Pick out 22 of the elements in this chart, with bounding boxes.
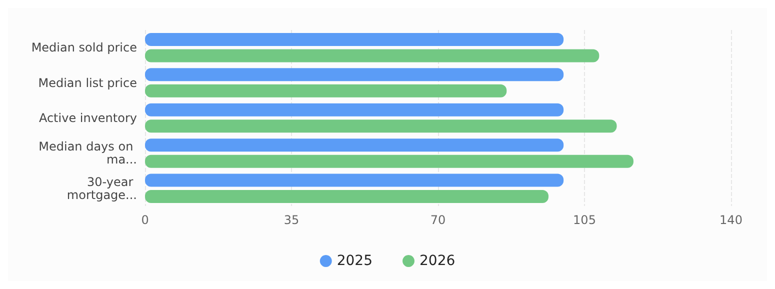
- bar: [145, 49, 600, 62]
- bar: [145, 120, 617, 133]
- x-tick-label: 105: [573, 213, 596, 227]
- x-tick-label: 70: [430, 213, 446, 227]
- bar: [145, 32, 564, 46]
- y-tick-label: Median list price: [38, 76, 137, 90]
- bar: [145, 68, 564, 82]
- legend-label: 2026: [420, 253, 456, 269]
- bar: [145, 138, 564, 152]
- y-tick-label: Active inventory: [38, 111, 137, 125]
- bar: [145, 103, 564, 116]
- bar: [145, 154, 634, 168]
- y-tick-label: Median sold price: [31, 40, 137, 55]
- y-tick-label: Median days on ma...: [38, 140, 137, 167]
- x-tick-label: 35: [284, 213, 300, 227]
- y-tick-label: 30-year mortgage...: [66, 174, 137, 202]
- bar: [145, 174, 564, 187]
- legend-label: 2025: [336, 253, 373, 269]
- bar: [145, 84, 507, 98]
- x-tick-label: 0: [141, 213, 149, 227]
- bar: [145, 190, 549, 204]
- x-tick-label: 140: [720, 213, 742, 227]
